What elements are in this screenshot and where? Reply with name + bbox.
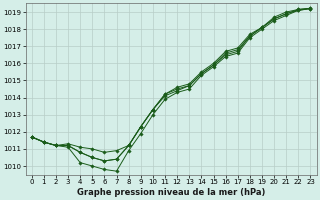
X-axis label: Graphe pression niveau de la mer (hPa): Graphe pression niveau de la mer (hPa)	[77, 188, 265, 197]
